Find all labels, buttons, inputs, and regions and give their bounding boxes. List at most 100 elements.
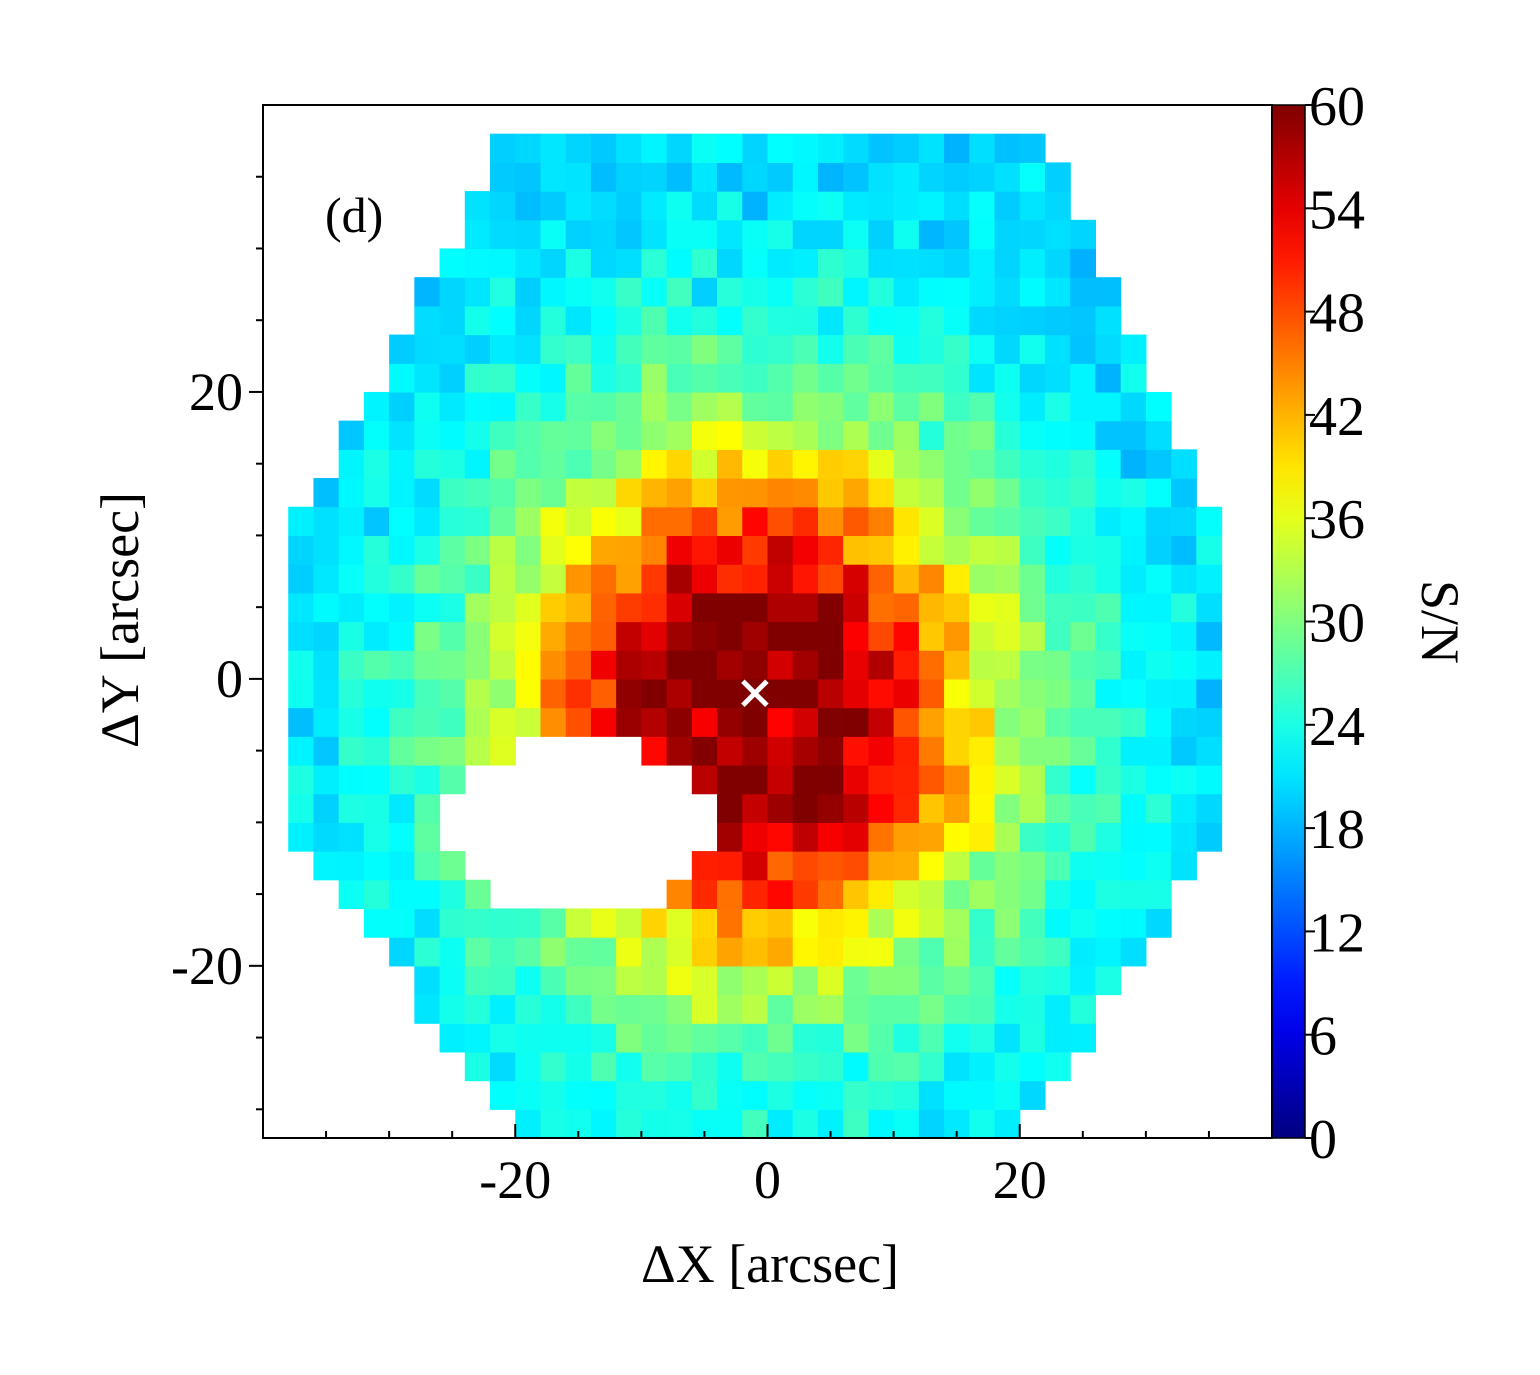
heatmap-cell (868, 535, 895, 565)
heatmap-cell (994, 363, 1021, 393)
heatmap-cell (691, 564, 718, 594)
heatmap-cell (641, 420, 668, 450)
heatmap-cell (792, 248, 819, 278)
heatmap-cell (338, 851, 365, 881)
heatmap-cell (616, 478, 642, 508)
heatmap-cell (1044, 793, 1071, 823)
heatmap-cell (540, 420, 567, 450)
heatmap-cell (616, 965, 642, 996)
heatmap-cell (843, 592, 869, 623)
heatmap-cell (868, 478, 895, 508)
heatmap-cell (817, 937, 844, 967)
x-tick-label: 0 (754, 1150, 781, 1210)
heatmap-cell (363, 592, 390, 623)
heatmap-cell (1196, 592, 1223, 623)
heatmap-cells (288, 133, 1223, 1139)
heatmap-cell (464, 879, 491, 910)
heatmap-cell (1070, 535, 1097, 565)
colorbar-tick-label: 24 (1309, 696, 1365, 758)
heatmap-cell (540, 707, 567, 737)
heatmap-cell (1120, 391, 1147, 422)
heatmap-cell (641, 678, 668, 709)
heatmap-cell (666, 965, 693, 996)
heatmap-cell (918, 879, 945, 910)
heatmap-cell (767, 793, 794, 823)
heatmap-cell (616, 707, 642, 737)
heatmap-cell (1070, 334, 1097, 364)
heatmap-cell (994, 822, 1021, 852)
heatmap-cell (288, 822, 315, 852)
heatmap-cell (742, 420, 769, 450)
heatmap-cell (666, 707, 693, 737)
heatmap-cell (868, 133, 895, 163)
heatmap-cell (969, 1023, 996, 1053)
heatmap-cell (742, 1023, 769, 1053)
heatmap-cell (439, 621, 466, 651)
heatmap-cell (288, 678, 315, 709)
heatmap-cell (969, 621, 996, 651)
heatmap-cell (742, 391, 769, 422)
heatmap-cell (515, 420, 542, 450)
heatmap-cell (742, 334, 769, 364)
heatmap-cell (893, 1080, 920, 1110)
heatmap-cell (717, 305, 743, 336)
heatmap-cell (641, 650, 668, 680)
heatmap-cell (515, 592, 542, 623)
heatmap-cell (439, 965, 466, 996)
heatmap-cell (893, 420, 920, 450)
heatmap-cell (590, 478, 617, 508)
heatmap-cell (994, 879, 1021, 910)
heatmap-cell (717, 449, 743, 479)
heatmap-cell (389, 822, 415, 852)
heatmap-cell (490, 449, 516, 479)
heatmap-cell (288, 764, 315, 795)
heatmap-cell (843, 707, 869, 737)
heatmap-cell (1019, 707, 1046, 737)
heatmap-cell (515, 363, 542, 393)
heatmap-cell (1145, 650, 1172, 680)
heatmap-cell (767, 506, 794, 537)
heatmap-cell (363, 851, 390, 881)
heatmap-cell (969, 793, 996, 823)
heatmap-cell (868, 937, 895, 967)
heatmap-cell (691, 851, 718, 881)
heatmap-cell (565, 506, 592, 537)
heatmap-cell (363, 793, 390, 823)
heatmap-cell (918, 965, 945, 996)
heatmap-cell (944, 707, 970, 737)
heatmap-cell (742, 937, 769, 967)
heatmap-cell (641, 478, 668, 508)
heatmap-cell (1044, 736, 1071, 766)
heatmap-cell (616, 334, 642, 364)
heatmap-cell (439, 420, 466, 450)
heatmap-cell (439, 764, 466, 795)
heatmap-cell (616, 592, 642, 623)
heatmap-cell (868, 506, 895, 537)
heatmap-cell (1196, 822, 1223, 852)
heatmap-cell (742, 506, 769, 537)
heatmap-cell (868, 564, 895, 594)
heatmap-cell (767, 851, 794, 881)
heatmap-cell (868, 793, 895, 823)
heatmap-cell (1095, 937, 1122, 967)
heatmap-cell (363, 506, 390, 537)
heatmap-cell (893, 162, 920, 192)
heatmap-cell (414, 678, 441, 709)
heatmap-cell (590, 592, 617, 623)
heatmap-cell (1171, 535, 1197, 565)
heatmap-cell (792, 1109, 819, 1139)
heatmap-cell (994, 478, 1021, 508)
heatmap-cell (767, 363, 794, 393)
heatmap-cell (893, 764, 920, 795)
heatmap-cell (817, 564, 844, 594)
heatmap-cell (515, 650, 542, 680)
heatmap-cell (1019, 1023, 1046, 1053)
heatmap-cell (994, 937, 1021, 967)
heatmap-cell (767, 191, 794, 221)
heatmap-cell (540, 334, 567, 364)
heatmap-cell (1019, 793, 1046, 823)
heatmap-cell (1019, 879, 1046, 910)
heatmap-cell (1019, 564, 1046, 594)
heatmap-cell (969, 219, 996, 250)
heatmap-cell (1070, 277, 1097, 307)
